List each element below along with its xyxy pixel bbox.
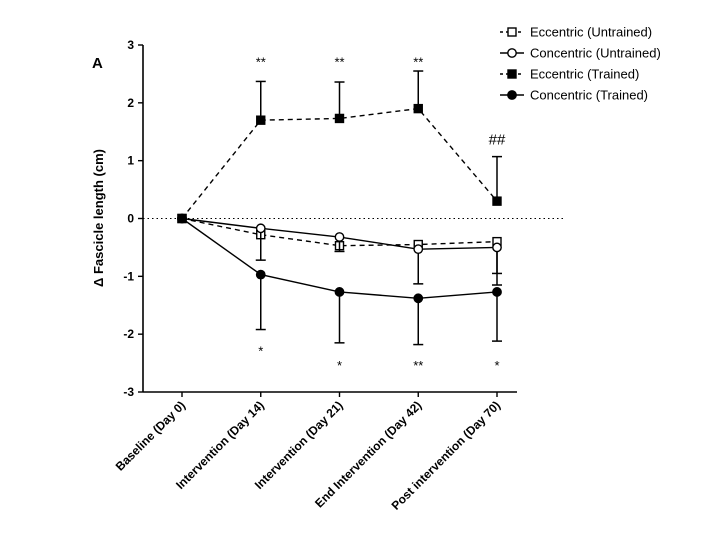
y-tick-label: -1 <box>123 269 134 283</box>
series-line <box>181 217 498 247</box>
series-line <box>181 107 498 219</box>
legend-marker <box>507 27 517 37</box>
legend-item: Concentric (Untrained) <box>500 46 661 61</box>
data-point <box>492 242 502 253</box>
significance-annotation: * <box>337 358 342 373</box>
data-point <box>255 223 266 234</box>
data-point <box>492 196 502 206</box>
legend-marker <box>507 69 517 79</box>
legend-item: Eccentric (Trained) <box>500 67 639 82</box>
data-point <box>492 287 502 297</box>
y-tick-label: -3 <box>123 385 134 399</box>
y-tick-label: 0 <box>127 212 134 226</box>
x-tick-label: Baseline (Day 0) <box>113 398 188 473</box>
legend-marker <box>507 90 517 100</box>
significance-annotation: ** <box>413 358 423 373</box>
significance-annotation: * <box>494 358 499 373</box>
data-point <box>177 213 187 224</box>
significance-annotation: ** <box>256 54 266 69</box>
y-tick-label: -2 <box>123 327 134 341</box>
significance-annotation: ** <box>334 54 344 69</box>
data-point <box>334 113 345 124</box>
significance-annotation: ## <box>489 131 506 148</box>
data-point <box>413 293 424 304</box>
y-tick-label: 2 <box>127 96 134 110</box>
x-tick-label: Intervention (Day 21) <box>252 398 346 492</box>
data-point <box>334 287 345 297</box>
legend-label: Concentric (Untrained) <box>530 46 661 61</box>
data-point <box>413 103 423 114</box>
legend-label: Eccentric (Trained) <box>530 67 639 82</box>
data-point <box>334 232 345 242</box>
data-point <box>413 244 424 255</box>
significance-annotation: * <box>258 344 263 359</box>
legend-item: Eccentric (Untrained) <box>500 25 652 40</box>
y-axis-title: Δ Fascicle length (cm) <box>91 149 106 287</box>
data-point <box>255 269 266 280</box>
y-tick-label: 3 <box>127 38 134 52</box>
data-point <box>256 115 266 125</box>
legend-label: Concentric (Trained) <box>530 88 648 103</box>
significance-annotation: ** <box>413 54 423 69</box>
legend-label: Eccentric (Untrained) <box>530 25 652 40</box>
y-tick-label: 1 <box>127 154 134 168</box>
series-line <box>181 217 498 300</box>
panel-label: A <box>92 55 103 72</box>
x-tick-label: Intervention (Day 14) <box>173 398 267 492</box>
legend-marker <box>507 48 517 58</box>
legend-item: Concentric (Trained) <box>500 88 648 103</box>
legend: Eccentric (Untrained) Concentric (Untrain… <box>500 25 661 103</box>
